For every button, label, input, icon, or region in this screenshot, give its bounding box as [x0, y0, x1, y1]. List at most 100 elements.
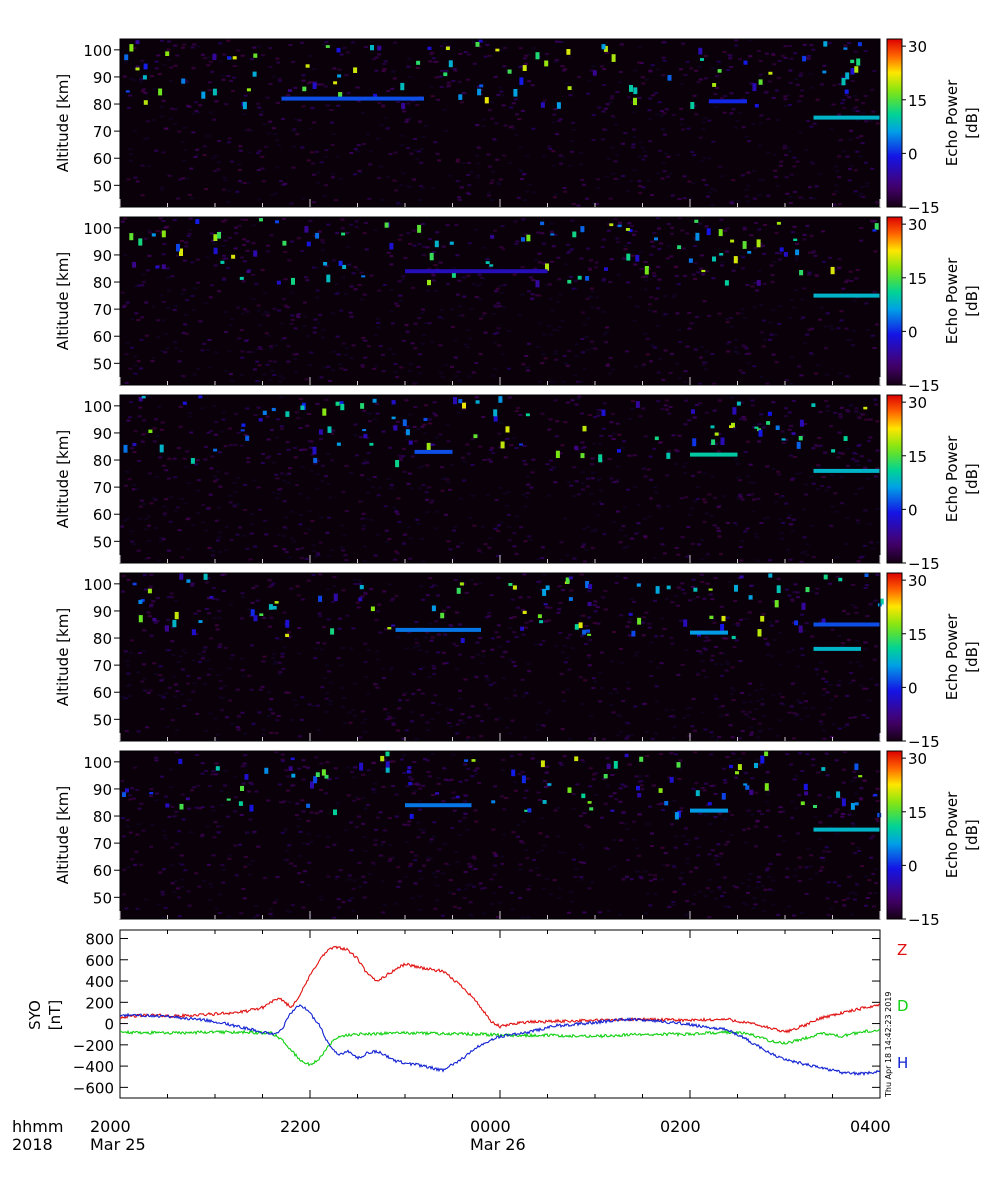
colorbar-label: Echo Power — [943, 613, 961, 700]
colorbar — [886, 394, 903, 564]
y-tick-label: 80 — [93, 452, 112, 470]
echo-layer-3 — [709, 99, 747, 104]
echo-layer-2 — [690, 808, 728, 813]
colorbar-tick-label: −15 — [908, 199, 940, 217]
y-tick-label: 50 — [93, 711, 112, 729]
syo-frame — [119, 929, 881, 1099]
x-tick-time: 0200 — [660, 1117, 701, 1136]
legend-z: Z — [897, 941, 907, 959]
rti-panel-4: 50 60 70 80 90 100 Altitude [km] 30 15 0 −15 Echo P… — [54, 572, 981, 751]
x-tick-date: Mar 25 — [90, 1135, 146, 1154]
y-tick-label: 90 — [93, 425, 112, 443]
colorbar-label: Echo Power — [943, 257, 961, 344]
legend-d: D — [897, 997, 909, 1015]
noise-texture — [120, 751, 882, 919]
x-tick-time: 0400 — [850, 1117, 891, 1136]
y-axis-label: Altitude [km] — [54, 608, 72, 706]
y-tick-label: 70 — [93, 123, 112, 141]
colorbar-tick-label: 15 — [908, 92, 927, 110]
y-tick-label: 80 — [93, 274, 112, 292]
echo-layer-1 — [813, 293, 880, 298]
colorbar-unit: [dB] — [963, 463, 981, 495]
colorbar-label: Echo Power — [943, 791, 961, 878]
syo-y-unit: [nT] — [46, 1000, 64, 1030]
colorbar-tick-label: −15 — [908, 377, 940, 395]
panel-background — [120, 573, 880, 741]
y-tick-label: 50 — [93, 533, 112, 551]
noise-texture — [120, 217, 879, 385]
y-tick-label: 60 — [93, 862, 112, 880]
y-tick-label: 80 — [93, 808, 112, 826]
colorbar-unit: [dB] — [963, 819, 981, 851]
panel-background — [120, 217, 880, 385]
syo-y-label: SYO — [26, 1000, 44, 1030]
echo-layer-2 — [405, 269, 548, 274]
panel-background — [120, 395, 880, 563]
series-line-z — [119, 945, 881, 1034]
y-axis-label: Altitude [km] — [54, 252, 72, 350]
x-tick-date: Mar 26 — [470, 1135, 526, 1154]
colorbar-tick-label: 30 — [908, 750, 927, 768]
y-tick-label: 100 — [83, 576, 112, 594]
y-tick-label: 100 — [83, 398, 112, 416]
syo-y-tick-label: 800 — [85, 931, 114, 949]
y-tick-label: 70 — [93, 479, 112, 497]
echo-layer-1 — [395, 627, 481, 632]
legend-h: H — [897, 1054, 908, 1072]
syo-y-tick-label: −600 — [73, 1079, 114, 1097]
y-tick-label: 50 — [93, 355, 112, 373]
colorbar-unit: [dB] — [963, 641, 981, 673]
colorbar-tick-label: 15 — [908, 448, 927, 466]
y-tick-label: 50 — [93, 177, 112, 195]
y-tick-label: 100 — [83, 220, 112, 238]
noise-texture — [122, 39, 880, 207]
rti-panel-1: 50 60 70 80 90 100 Altitude [km] 30 15 0 −15 Echo P… — [54, 38, 981, 217]
syo-y-tick-label: 600 — [85, 952, 114, 970]
colorbar — [886, 750, 903, 920]
colorbar-tick-label: 0 — [908, 323, 918, 341]
y-tick-label: 60 — [93, 684, 112, 702]
series-line-h — [119, 1004, 881, 1077]
colorbar-tick-label: 15 — [908, 804, 927, 822]
y-tick-label: 90 — [93, 603, 112, 621]
echo-layer-2 — [813, 115, 880, 120]
y-tick-label: 60 — [93, 506, 112, 524]
echo-layer-1 — [405, 803, 472, 808]
y-tick-label: 60 — [93, 150, 112, 168]
echo-layer-2 — [690, 452, 738, 457]
y-tick-label: 70 — [93, 657, 112, 675]
hhmm-label: hhmm — [12, 1117, 64, 1136]
syo-y-tick-label: −200 — [73, 1037, 114, 1055]
colorbar — [886, 572, 903, 742]
colorbar-tick-label: −15 — [908, 911, 940, 929]
colorbar-tick-label: 0 — [908, 145, 918, 163]
y-tick-label: 80 — [93, 630, 112, 648]
year-label: 2018 — [12, 1135, 53, 1154]
y-tick-label: 70 — [93, 301, 112, 319]
x-tick-time: 0000 — [470, 1117, 511, 1136]
echo-layer-1 — [414, 449, 453, 454]
colorbar — [886, 38, 903, 208]
rti-panel-3: 50 60 70 80 90 100 Altitude [km] 30 15 0 −15 Echo P… — [54, 394, 981, 573]
colorbar-unit: [dB] — [963, 285, 981, 317]
colorbar-label: Echo Power — [943, 435, 961, 522]
echo-layer-2 — [690, 630, 728, 635]
rti-panel-5: 50 60 70 80 90 100 Altitude [km] 30 15 0 −15 Echo P… — [54, 750, 981, 929]
echo-layer-3 — [813, 646, 861, 651]
colorbar-tick-label: 30 — [908, 38, 927, 56]
y-tick-label: 80 — [93, 96, 112, 114]
colorbar-tick-label: 30 — [908, 394, 927, 412]
x-tick-time: 2000 — [90, 1117, 131, 1136]
echo-layer-4 — [813, 622, 880, 627]
colorbar-tick-label: 0 — [908, 501, 918, 519]
y-tick-label: 60 — [93, 328, 112, 346]
rti-panels: 50 60 70 80 90 100 Altitude [km] 30 15 0 −15 Echo P… — [54, 38, 981, 1098]
y-tick-label: 100 — [83, 42, 112, 60]
y-tick-label: 90 — [93, 69, 112, 87]
echo-layer-3 — [813, 827, 880, 832]
y-tick-label: 100 — [83, 754, 112, 772]
magnetometer-panel: 800 600 400 200 0 −200 −400 −600 SYO [nT] Z D H — [26, 929, 909, 1099]
colorbar-label: Echo Power — [943, 79, 961, 166]
timestamp-stamp: Thu Apr 18 14:42:23 2019 — [884, 991, 893, 1098]
